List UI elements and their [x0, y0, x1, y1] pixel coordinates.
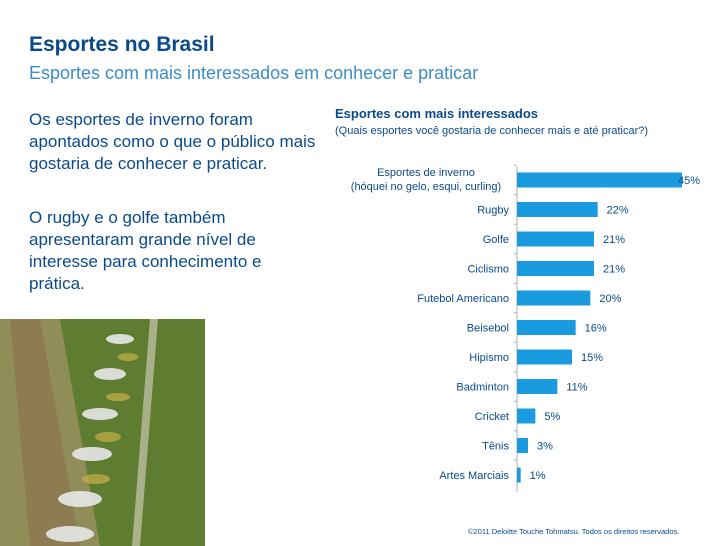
- bar: [517, 408, 536, 424]
- chart-title: Esportes com mais interessados: [335, 106, 539, 121]
- value-label: 3%: [537, 441, 553, 453]
- bar: [517, 349, 572, 365]
- bar: [517, 320, 576, 335]
- secondary-paragraph: O rugby e o golfe também apresentaram gr…: [29, 208, 262, 293]
- bar: [517, 290, 591, 306]
- value-label: 15%: [581, 352, 603, 364]
- chart-subtitle: (Quais esportes você gostaria de conhece…: [335, 125, 649, 137]
- value-label: 21%: [603, 234, 625, 246]
- bar: [517, 261, 594, 276]
- category-label: Esportes de inverno (hóquei no gelo, esqu…: [351, 167, 501, 193]
- category-label: Beisebol: [467, 323, 509, 335]
- intro-paragraph: Os esportes de inverno foram apontados c…: [29, 110, 316, 173]
- bar: [517, 172, 682, 188]
- bar: [517, 467, 521, 483]
- category-label: Tênis: [482, 441, 509, 453]
- page-subtitle: Esportes com mais interessados em conhec…: [29, 63, 479, 83]
- value-label: 11%: [566, 382, 587, 394]
- value-label: 16%: [585, 323, 607, 335]
- bar: [517, 231, 594, 247]
- value-label: 45%: [678, 175, 700, 187]
- category-label: Badminton: [456, 382, 509, 394]
- bar: [517, 438, 528, 453]
- copyright-footer: ©2011 Deloitte Touche Tohmatsu. Todos os…: [468, 527, 680, 536]
- category-label: Cricket: [475, 411, 509, 423]
- category-label: Futebol Americano: [417, 293, 509, 305]
- value-label: 20%: [599, 293, 621, 305]
- category-label: Hipismo: [469, 352, 509, 364]
- value-label: 21%: [603, 264, 625, 276]
- value-label: 1%: [530, 470, 546, 482]
- athletes-feet-illustration: [0, 319, 205, 546]
- bar: [517, 202, 598, 217]
- value-label: 5%: [544, 411, 560, 423]
- category-label: Golfe: [483, 234, 509, 246]
- value-label: 22%: [607, 205, 629, 217]
- athletes-feet-photo: [0, 319, 205, 546]
- category-label: Artes Marciais: [439, 470, 509, 482]
- page-title: Esportes no Brasil: [29, 33, 215, 56]
- category-label: Ciclismo: [467, 264, 509, 276]
- bar: [517, 379, 558, 394]
- category-label: Rugby: [477, 205, 509, 217]
